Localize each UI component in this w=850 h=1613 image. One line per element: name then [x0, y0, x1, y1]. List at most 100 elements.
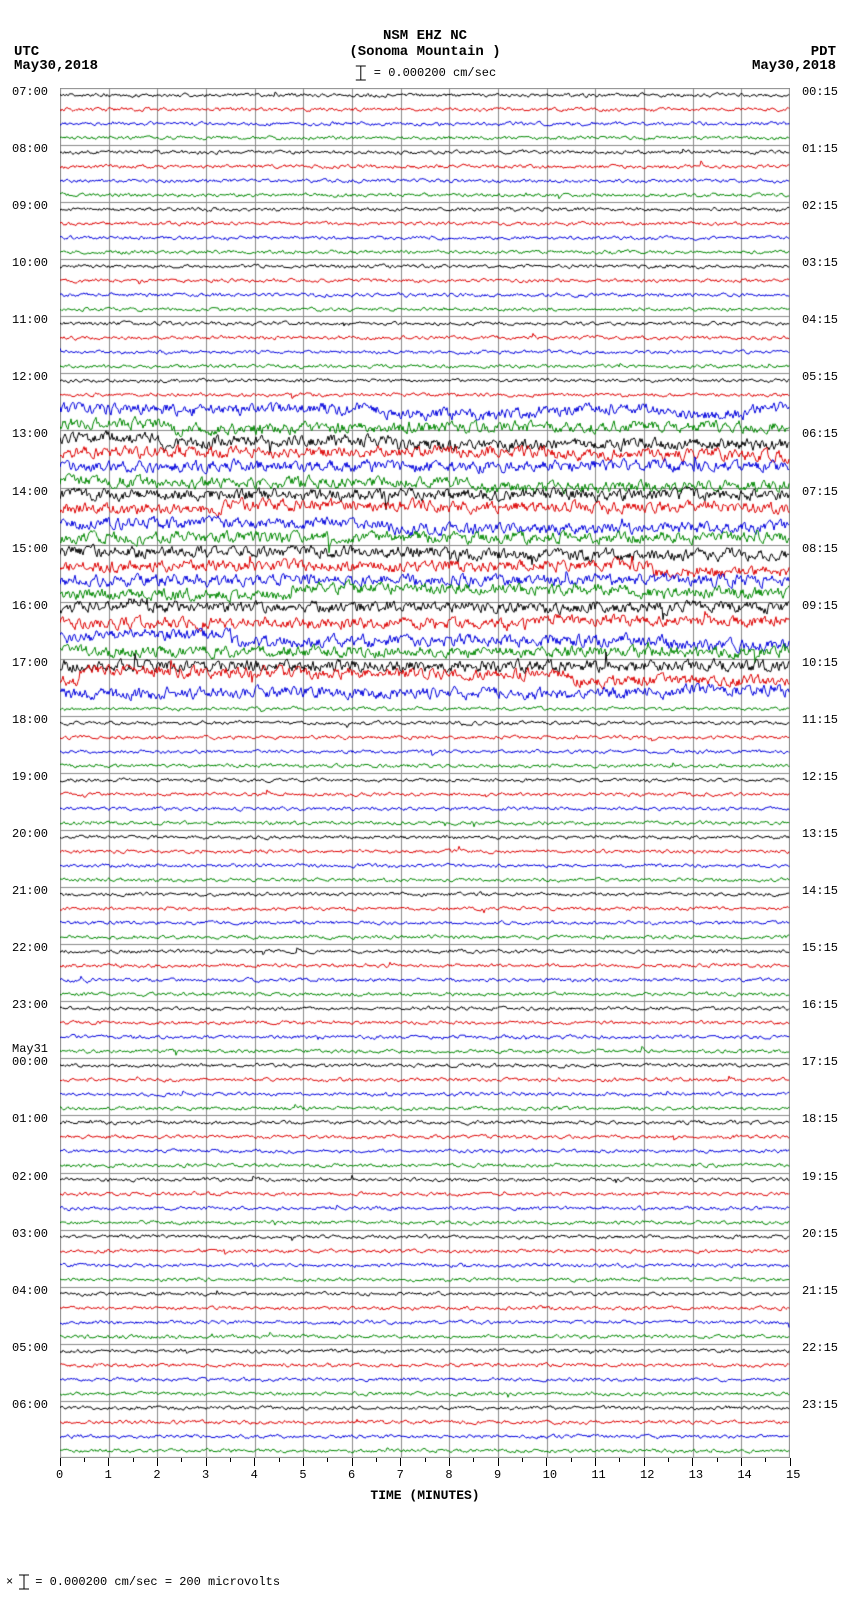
scale-label: = 0.000200 cm/sec [374, 66, 496, 80]
time-label: 01:00 [12, 1112, 48, 1126]
time-label: 17:15 [802, 1055, 838, 1069]
x-tick [644, 1458, 645, 1466]
scale-indicator: = 0.000200 cm/sec [354, 64, 496, 82]
time-label: 14:00 [12, 485, 48, 499]
footer-prefix: × [6, 1575, 13, 1589]
x-tick-label: 5 [299, 1468, 306, 1482]
x-tick-minor [619, 1458, 620, 1462]
time-label: 21:00 [12, 884, 48, 898]
time-label: 00:15 [802, 85, 838, 99]
time-label: 03:00 [12, 1227, 48, 1241]
x-tick-minor [133, 1458, 134, 1462]
time-label: 08:15 [802, 542, 838, 556]
time-label: 12:00 [12, 370, 48, 384]
x-tick [60, 1458, 61, 1466]
plot-area [60, 88, 790, 1458]
time-label: 02:15 [802, 199, 838, 213]
x-tick-minor [327, 1458, 328, 1462]
time-label: May31 [12, 1042, 48, 1056]
time-label: 15:00 [12, 542, 48, 556]
time-label: 13:15 [802, 827, 838, 841]
x-tick [595, 1458, 596, 1466]
x-tick-minor [230, 1458, 231, 1462]
header: NSM EHZ NC (Sonoma Mountain ) = 0.000200… [0, 0, 850, 80]
x-tick [498, 1458, 499, 1466]
time-label: 16:00 [12, 599, 48, 613]
x-tick-minor [765, 1458, 766, 1462]
time-label: 05:00 [12, 1341, 48, 1355]
time-label: 23:15 [802, 1398, 838, 1412]
x-tick [108, 1458, 109, 1466]
x-tick-label: 1 [105, 1468, 112, 1482]
time-label: 05:15 [802, 370, 838, 384]
footer-scale-text: = 0.000200 cm/sec = 200 microvolts [35, 1575, 280, 1589]
x-tick-label: 4 [251, 1468, 258, 1482]
x-tick-label: 12 [640, 1468, 654, 1482]
time-label: 22:00 [12, 941, 48, 955]
x-tick-minor [376, 1458, 377, 1462]
time-label: 23:00 [12, 998, 48, 1012]
x-tick-label: 14 [737, 1468, 751, 1482]
x-tick-minor [717, 1458, 718, 1462]
time-label: 04:15 [802, 313, 838, 327]
x-tick [546, 1458, 547, 1466]
x-tick [692, 1458, 693, 1466]
x-tick [449, 1458, 450, 1466]
time-label: 20:00 [12, 827, 48, 841]
right-date: May30,2018 [752, 58, 836, 74]
x-tick-minor [668, 1458, 669, 1462]
helicorder-canvas [60, 88, 790, 1458]
x-tick-label: 15 [786, 1468, 800, 1482]
time-label: 07:00 [12, 85, 48, 99]
time-label: 18:15 [802, 1112, 838, 1126]
time-label: 20:15 [802, 1227, 838, 1241]
time-label: 13:00 [12, 427, 48, 441]
time-label: 06:00 [12, 1398, 48, 1412]
x-tick [400, 1458, 401, 1466]
x-axis-label: TIME (MINUTES) [370, 1488, 479, 1503]
time-label: 07:15 [802, 485, 838, 499]
x-tick [206, 1458, 207, 1466]
time-label: 17:00 [12, 656, 48, 670]
x-tick [303, 1458, 304, 1466]
time-label: 01:15 [802, 142, 838, 156]
x-tick-minor [473, 1458, 474, 1462]
time-label: 09:00 [12, 199, 48, 213]
footer-scale: × = 0.000200 cm/sec = 200 microvolts [6, 1573, 280, 1591]
station-name: (Sonoma Mountain ) [349, 44, 500, 60]
time-label: 12:15 [802, 770, 838, 784]
time-label: 00:00 [12, 1055, 48, 1069]
x-tick-minor [425, 1458, 426, 1462]
x-tick-minor [84, 1458, 85, 1462]
x-tick-minor [571, 1458, 572, 1462]
time-label: 22:15 [802, 1341, 838, 1355]
x-tick [741, 1458, 742, 1466]
time-label: 10:00 [12, 256, 48, 270]
time-label: 18:00 [12, 713, 48, 727]
x-tick-minor [279, 1458, 280, 1462]
time-label: 04:00 [12, 1284, 48, 1298]
time-label: 14:15 [802, 884, 838, 898]
time-label: 11:00 [12, 313, 48, 327]
x-tick-minor [181, 1458, 182, 1462]
x-tick-label: 3 [202, 1468, 209, 1482]
time-label: 19:00 [12, 770, 48, 784]
time-label: 16:15 [802, 998, 838, 1012]
time-label: 10:15 [802, 656, 838, 670]
time-label: 03:15 [802, 256, 838, 270]
x-tick [352, 1458, 353, 1466]
station-code: NSM EHZ NC [383, 28, 467, 44]
x-tick [790, 1458, 791, 1466]
x-tick-label: 0 [56, 1468, 63, 1482]
time-label: 09:15 [802, 599, 838, 613]
time-label: 02:00 [12, 1170, 48, 1184]
x-tick-minor [522, 1458, 523, 1462]
x-tick-label: 6 [348, 1468, 355, 1482]
x-tick-label: 9 [494, 1468, 501, 1482]
time-label: 19:15 [802, 1170, 838, 1184]
time-label: 08:00 [12, 142, 48, 156]
x-tick [157, 1458, 158, 1466]
x-tick-label: 7 [397, 1468, 404, 1482]
x-tick-label: 10 [543, 1468, 557, 1482]
scale-bar-icon [354, 64, 368, 82]
